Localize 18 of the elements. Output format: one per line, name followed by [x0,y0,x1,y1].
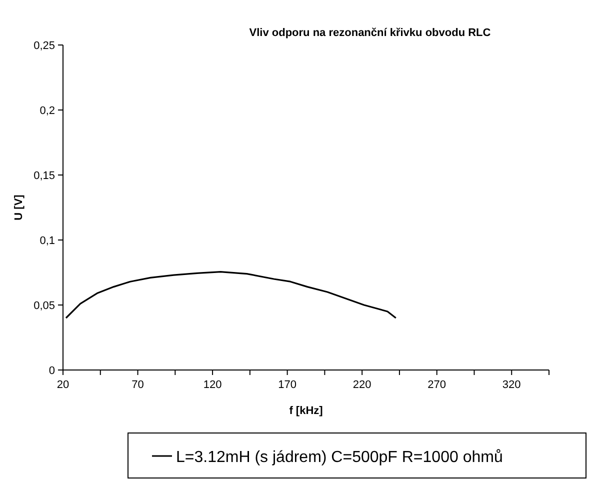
y-tick-label: 0,25 [34,40,55,52]
x-tick-label: 70 [132,379,144,391]
y-axis-title: U [V] [13,194,25,220]
x-tick-label: 170 [278,379,296,391]
line-series [65,271,397,319]
x-tick-label: 270 [428,379,446,391]
x-tick-label: 20 [56,379,70,391]
y-tick-label: 0,2 [40,105,55,117]
x-tick-label: 320 [502,379,521,391]
y-tick-label: 0,15 [34,170,55,182]
y-tick-label: 0,1 [40,235,55,247]
y-tick-label: 0 [48,365,55,377]
x-tick-label: 120 [203,379,222,391]
chart-title: Vliv odporu na rezonanční křivku obvodu RLC [249,27,491,39]
legend-label: L=3.12mH (s jádrem) C=500pF R=1000 ohmů [176,449,503,466]
y-tick-label: 0,05 [34,300,55,312]
x-tick-label: 220 [352,379,372,391]
x-axis-title: f [kHz] [289,405,324,417]
